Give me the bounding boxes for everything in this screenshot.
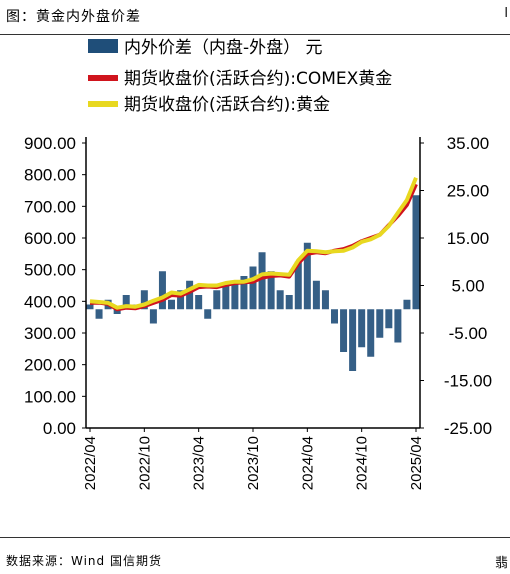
left-tick-label: 700.00 [24,197,76,216]
spread-bar [331,309,338,324]
spread-bar [149,309,157,324]
left-tick-label: 800.00 [24,166,76,185]
sge-gold-line [89,177,418,310]
right-tick-label: 5.00 [451,277,484,296]
left-tick-label: 400.00 [24,292,76,311]
left-tick-label: 900.00 [24,134,76,153]
x-tick-label: 2022/04 [82,436,99,490]
data-source: 数据来源：Wind 国信期货 [6,554,162,568]
spread-bar [294,261,302,310]
left-tick-label: 200.00 [24,356,76,375]
chart: 内外价差（内盘-外盘） 元期货收盘价(活跃合约):COMEX黄金期货收盘价(活跃… [24,38,492,490]
spread-bar [204,309,212,319]
spread-bar [303,242,311,310]
spread-bar [321,290,329,310]
right-tick-label: 35.00 [447,134,490,153]
spread-bar [140,290,148,310]
spread-bar [258,252,266,310]
spread-bar [86,304,94,310]
spread-bar [95,309,103,319]
spread-bar [358,309,366,348]
left-tick-label: 100.00 [24,387,76,406]
edge-mark-top: l [504,6,508,21]
spread-bar [394,309,402,343]
x-tick-label: 2024/04 [299,436,316,490]
spread-bar [195,295,203,310]
left-tick-label: 0.00 [43,419,76,438]
top-divider [0,34,510,35]
spread-bar [113,309,121,314]
spread-bar [285,295,293,310]
legend: 内外价差（内盘-外盘） 元期货收盘价(活跃合约):COMEX黄金期货收盘价(活跃… [88,38,392,115]
right-tick-label: 25.00 [447,182,490,201]
spread-bar [168,299,175,310]
spread-bar [412,195,420,310]
left-tick-label: 600.00 [24,229,76,248]
spread-bar [222,285,230,310]
edge-mark-bottom: 翡 [494,556,508,571]
x-tick-label: 2024/10 [354,436,371,490]
legend-label: 期货收盘价(活跃合约):黄金 [124,95,330,115]
spread-bar [376,309,384,338]
spread-bar [249,266,257,310]
spread-bar [403,299,411,310]
price-lines [89,177,418,312]
spread-bar [312,280,320,310]
right-tick-label: -15.00 [444,372,492,391]
right-tick-label: 15.00 [447,229,490,248]
spread-bar [186,280,194,310]
legend-swatch-bar [88,39,118,53]
right-tick-label: -5.00 [449,324,488,343]
legend-label: 内外价差（内盘-外盘） 元 [124,38,323,58]
spread-bar [276,290,284,310]
spread-bar [349,309,357,371]
spread-bar [267,271,275,310]
spread-bar [340,309,348,352]
spread-bar [122,295,130,310]
spread-bar [385,309,393,329]
right-tick-label: -25.00 [444,419,492,438]
x-tick-label: 2023/04 [191,436,208,490]
legend-label: 期货收盘价(活跃合约):COMEX黄金 [124,69,392,89]
axes: 0.00 100.00 200.00 300.00 400.00 500.00 600.00… [24,134,492,490]
spread-bar [240,276,248,310]
spread-bar [231,280,239,310]
left-tick-label: 500.00 [24,261,76,280]
spread-bar [158,271,166,310]
left-tick-label: 300.00 [24,324,76,343]
x-tick-label: 2022/10 [136,436,153,490]
bottom-divider [0,537,510,538]
spread-bar [367,309,375,357]
x-tick-label: 2025/04 [408,436,425,490]
figure-title: 图：黄金内外盘价差 [6,9,141,25]
spread-bar [213,290,221,310]
x-tick-label: 2023/10 [245,436,262,490]
spread-bar [177,290,185,310]
